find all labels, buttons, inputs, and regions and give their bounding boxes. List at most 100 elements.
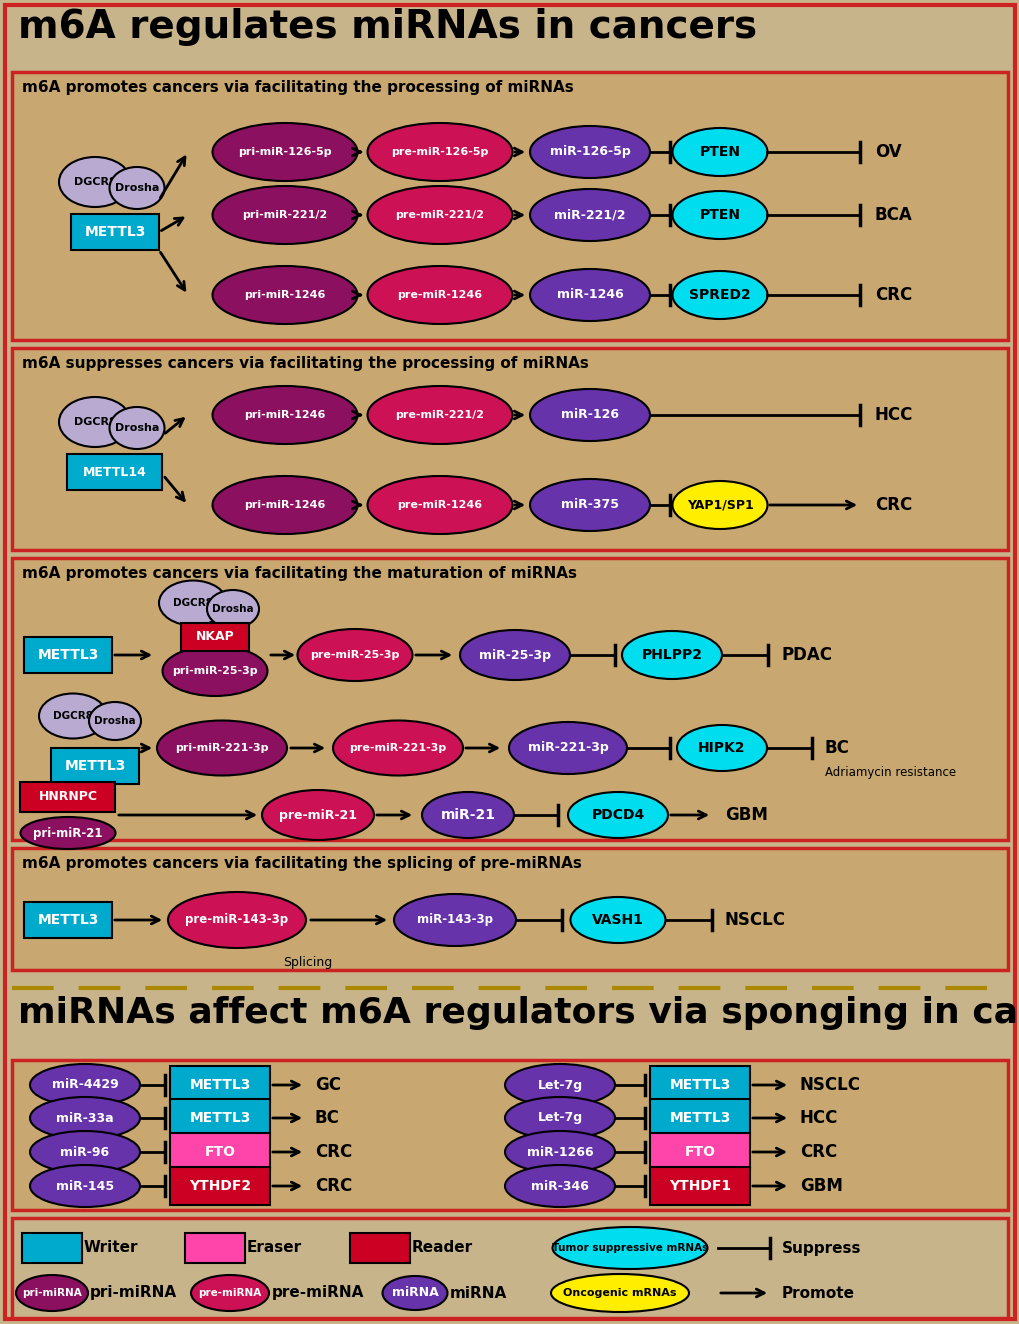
Ellipse shape (168, 892, 306, 948)
FancyBboxPatch shape (51, 748, 139, 784)
Ellipse shape (162, 646, 267, 696)
Text: pre-miR-143-3p: pre-miR-143-3p (185, 914, 288, 927)
Ellipse shape (89, 702, 141, 740)
Ellipse shape (30, 1098, 140, 1139)
Text: BC: BC (315, 1110, 339, 1127)
Text: miR-96: miR-96 (60, 1145, 109, 1158)
Text: miR-25-3p: miR-25-3p (479, 649, 550, 662)
Text: miR-1266: miR-1266 (526, 1145, 593, 1158)
Text: miR-346: miR-346 (531, 1180, 588, 1193)
Ellipse shape (367, 123, 512, 181)
Ellipse shape (508, 722, 627, 775)
Text: miR-4429: miR-4429 (52, 1079, 118, 1091)
Text: PTEN: PTEN (699, 208, 740, 222)
Ellipse shape (212, 185, 357, 244)
Text: Drosha: Drosha (94, 716, 136, 726)
FancyBboxPatch shape (12, 847, 1007, 970)
Text: CRC: CRC (315, 1143, 352, 1161)
FancyBboxPatch shape (5, 5, 1014, 1319)
Ellipse shape (262, 790, 374, 839)
Ellipse shape (672, 128, 766, 176)
Text: m6A suppresses cancers via facilitating the processing of miRNAs: m6A suppresses cancers via facilitating … (22, 356, 588, 371)
Text: HCC: HCC (874, 406, 912, 424)
Text: pre-miR-221-3p: pre-miR-221-3p (350, 743, 446, 753)
Text: DGCR8: DGCR8 (173, 598, 213, 608)
Text: miR-21: miR-21 (440, 808, 495, 822)
Text: PTEN: PTEN (699, 146, 740, 159)
FancyBboxPatch shape (24, 637, 112, 673)
Ellipse shape (30, 1165, 140, 1207)
Text: pre-miR-25-3p: pre-miR-25-3p (310, 650, 399, 659)
Text: GC: GC (315, 1076, 340, 1094)
Ellipse shape (367, 266, 512, 324)
Text: pri-miR-1246: pri-miR-1246 (245, 410, 325, 420)
Text: miR-221/2: miR-221/2 (553, 208, 625, 221)
Ellipse shape (530, 126, 649, 177)
FancyBboxPatch shape (12, 557, 1007, 839)
Text: miR-33a: miR-33a (56, 1112, 114, 1124)
Text: PDAC: PDAC (782, 646, 833, 665)
Text: Drosha: Drosha (212, 604, 254, 614)
Text: miR-221-3p: miR-221-3p (527, 741, 607, 755)
Text: METTL3: METTL3 (38, 914, 99, 927)
Text: pre-miR-1246: pre-miR-1246 (397, 500, 482, 510)
Ellipse shape (382, 1276, 447, 1309)
Text: pre-miR-1246: pre-miR-1246 (397, 290, 482, 301)
Ellipse shape (530, 189, 649, 241)
Text: m6A promotes cancers via facilitating the splicing of pre-miRNAs: m6A promotes cancers via facilitating th… (22, 857, 581, 871)
Text: pri-miRNA: pri-miRNA (22, 1288, 82, 1298)
FancyBboxPatch shape (12, 71, 1007, 340)
Text: Eraser: Eraser (247, 1241, 302, 1255)
Text: VASH1: VASH1 (591, 914, 643, 927)
Ellipse shape (212, 123, 357, 181)
Ellipse shape (367, 185, 512, 244)
Ellipse shape (677, 726, 766, 771)
FancyBboxPatch shape (12, 348, 1007, 549)
Text: pre-miRNA: pre-miRNA (272, 1286, 364, 1300)
Text: miR-375: miR-375 (560, 499, 619, 511)
Text: YAP1/SP1: YAP1/SP1 (686, 499, 753, 511)
Text: METTL3: METTL3 (668, 1111, 730, 1125)
Text: Adriamycin resistance: Adriamycin resistance (824, 767, 955, 779)
Ellipse shape (39, 694, 107, 739)
Text: pre-miR-126-5p: pre-miR-126-5p (391, 147, 488, 158)
Ellipse shape (109, 406, 164, 449)
Text: NKAP: NKAP (196, 630, 234, 643)
Text: miRNAs affect m6A regulators via sponging in cancers: miRNAs affect m6A regulators via spongin… (18, 996, 1019, 1030)
Ellipse shape (530, 389, 649, 441)
Ellipse shape (672, 481, 766, 530)
Ellipse shape (622, 632, 721, 679)
Text: miR-126-5p: miR-126-5p (549, 146, 630, 159)
Text: pre-miRNA: pre-miRNA (198, 1288, 261, 1298)
Ellipse shape (159, 580, 227, 625)
Text: pri-miR-1246: pri-miR-1246 (245, 290, 325, 301)
Ellipse shape (672, 271, 766, 319)
Text: PHLPP2: PHLPP2 (641, 647, 702, 662)
Text: DGCR8: DGCR8 (73, 417, 116, 428)
Text: NSCLC: NSCLC (799, 1076, 860, 1094)
Text: HIPK2: HIPK2 (698, 741, 745, 755)
Text: Let-7g: Let-7g (537, 1079, 582, 1091)
Ellipse shape (332, 720, 463, 776)
Text: GBM: GBM (725, 806, 767, 824)
Text: miR-126: miR-126 (560, 409, 619, 421)
Text: pri-miR-221-3p: pri-miR-221-3p (175, 743, 268, 753)
FancyBboxPatch shape (20, 782, 115, 812)
Text: pre-miR-221/2: pre-miR-221/2 (395, 410, 484, 420)
Ellipse shape (30, 1131, 140, 1173)
FancyBboxPatch shape (170, 1099, 270, 1137)
Ellipse shape (212, 477, 357, 534)
Ellipse shape (212, 266, 357, 324)
Ellipse shape (393, 894, 516, 947)
Text: CRC: CRC (874, 286, 911, 305)
Ellipse shape (191, 1275, 269, 1311)
Text: METTL3: METTL3 (38, 647, 99, 662)
Text: pri-miR-25-3p: pri-miR-25-3p (172, 666, 258, 677)
Ellipse shape (20, 817, 115, 849)
Text: m6A promotes cancers via facilitating the processing of miRNAs: m6A promotes cancers via facilitating th… (22, 79, 574, 95)
Text: OV: OV (874, 143, 901, 162)
Text: BCA: BCA (874, 207, 912, 224)
FancyBboxPatch shape (24, 902, 112, 937)
Ellipse shape (530, 269, 649, 320)
Text: METTL3: METTL3 (190, 1111, 251, 1125)
